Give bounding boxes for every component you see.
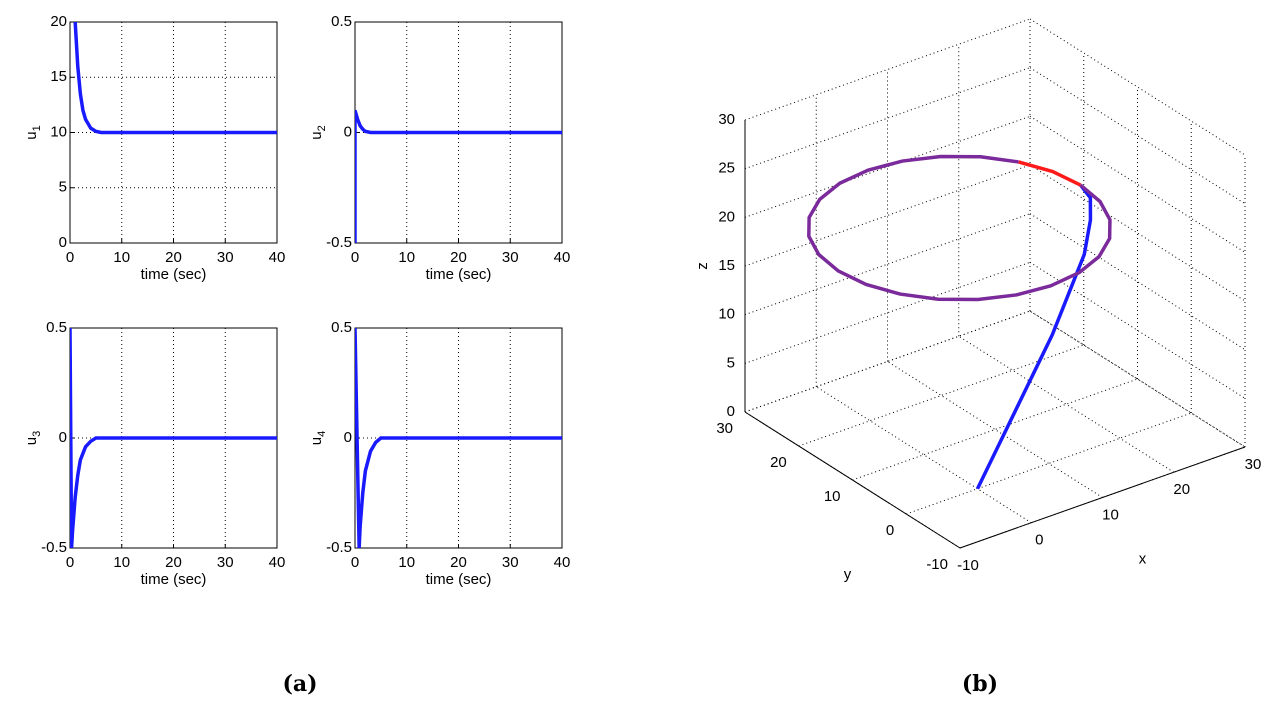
grid-line — [1029, 115, 1246, 253]
y-axis-label: u4 — [308, 431, 328, 445]
grid-line — [744, 115, 1031, 218]
y-axis-label-subscript: 2 — [316, 125, 328, 131]
x-tick-label: -10 — [957, 557, 979, 574]
grid-line — [958, 335, 1175, 473]
grid-line — [1029, 310, 1246, 448]
y-tick-label: 0.5 — [46, 319, 67, 336]
z-tick-label: 0 — [727, 403, 735, 420]
y-axis-label-subscript: 4 — [316, 431, 328, 437]
grid-line — [1029, 67, 1246, 205]
y-tick-label: -0.5 — [326, 234, 352, 251]
x-tick-label: 0 — [1035, 532, 1043, 549]
caption: (a) — [282, 671, 317, 697]
y-tick-label: 10 — [824, 488, 841, 505]
x-axis-label: time (sec) — [426, 571, 492, 588]
grid-line — [815, 386, 1032, 524]
y-axis-label-subscript: 3 — [31, 431, 43, 437]
y-axis-label: y — [844, 566, 852, 583]
y-axis-label-base: u — [308, 131, 325, 139]
y-tick-label: 5 — [59, 179, 67, 196]
grid-line — [744, 67, 1031, 170]
y-axis-label-base: u — [308, 437, 325, 445]
y-axis-label-subscript: 1 — [31, 125, 43, 131]
z-tick-label: 15 — [718, 257, 735, 274]
x-axis-label: x — [1139, 550, 1147, 567]
y-axis-label-base: u — [23, 437, 40, 445]
line — [355, 328, 562, 548]
grid-line — [1029, 18, 1246, 156]
x-tick-label: 20 — [1173, 481, 1190, 498]
grid-line — [852, 378, 1138, 481]
x-tick-label: 30 — [217, 249, 234, 266]
x-tick-label: 20 — [450, 249, 467, 266]
y-tick-label: 0.5 — [331, 13, 352, 30]
grid-line — [887, 361, 1103, 498]
x-axis-label: time (sec) — [141, 266, 207, 283]
y-axis-label: u1 — [23, 125, 43, 139]
y-tick-label: 0 — [886, 522, 894, 539]
grid-line — [906, 412, 1192, 515]
grid-line — [1029, 164, 1246, 302]
x-tick-label: 10 — [398, 554, 415, 571]
y-tick-label: 15 — [50, 68, 67, 85]
z-axis-label: z — [694, 262, 711, 270]
trajectory — [975, 183, 1093, 490]
x-axis — [959, 446, 1246, 549]
x-tick-label: 40 — [269, 554, 286, 571]
x-tick-label: 10 — [1102, 506, 1119, 523]
y-tick-label: -0.5 — [326, 539, 352, 556]
y-axis — [744, 411, 961, 549]
trajectory — [1018, 160, 1082, 187]
line — [355, 109, 562, 243]
y-tick-label: 10 — [50, 123, 67, 140]
y-tick-label: -0.5 — [41, 539, 67, 556]
y-axis-label: u3 — [23, 431, 43, 445]
x-tick-label: 10 — [398, 249, 415, 266]
y-tick-label: 0 — [59, 234, 67, 251]
x-tick-label: 0 — [351, 249, 359, 266]
x-axis-label: time (sec) — [141, 571, 207, 588]
y-tick-label: 0 — [344, 123, 352, 140]
z-tick-label: 20 — [718, 208, 735, 225]
x-tick-label: 40 — [554, 554, 571, 571]
y-tick-label: 0.5 — [331, 319, 352, 336]
z-tick-label: 10 — [718, 306, 735, 323]
grid-line — [1029, 261, 1246, 399]
line — [70, 328, 277, 548]
x-tick-label: 30 — [502, 249, 519, 266]
x-tick-label: 20 — [165, 249, 182, 266]
x-tick-label: 10 — [113, 249, 130, 266]
y-tick-label: 20 — [770, 454, 787, 471]
z-tick-label: 30 — [718, 111, 735, 128]
x-tick-label: 30 — [1245, 456, 1262, 473]
x-tick-label: 0 — [66, 554, 74, 571]
x-tick-label: 20 — [165, 554, 182, 571]
x-tick-label: 30 — [502, 554, 519, 571]
x-axis-label: time (sec) — [426, 266, 492, 283]
grid-line — [744, 164, 1031, 267]
y-axis-label: u2 — [308, 125, 328, 139]
z-tick-label: 5 — [727, 354, 735, 371]
y-tick-label: -10 — [926, 556, 948, 573]
caption: (b) — [962, 671, 998, 697]
x-tick-label: 40 — [269, 249, 286, 266]
z-tick-label: 25 — [718, 160, 735, 177]
y-tick-label: 30 — [716, 420, 733, 437]
y-tick-label: 0 — [344, 429, 352, 446]
x-tick-label: 40 — [554, 249, 571, 266]
y-tick-label: 0 — [59, 429, 67, 446]
line — [73, 22, 277, 135]
y-tick-label: 20 — [50, 13, 67, 30]
x-tick-label: 20 — [450, 554, 467, 571]
x-tick-label: 30 — [217, 554, 234, 571]
x-tick-label: 0 — [351, 554, 359, 571]
grid-line — [1029, 310, 1246, 448]
trajectory — [807, 154, 1112, 302]
x-tick-label: 10 — [113, 554, 130, 571]
x-tick-label: 0 — [66, 249, 74, 266]
y-axis-label-base: u — [23, 131, 40, 139]
grid-line — [1029, 213, 1246, 351]
